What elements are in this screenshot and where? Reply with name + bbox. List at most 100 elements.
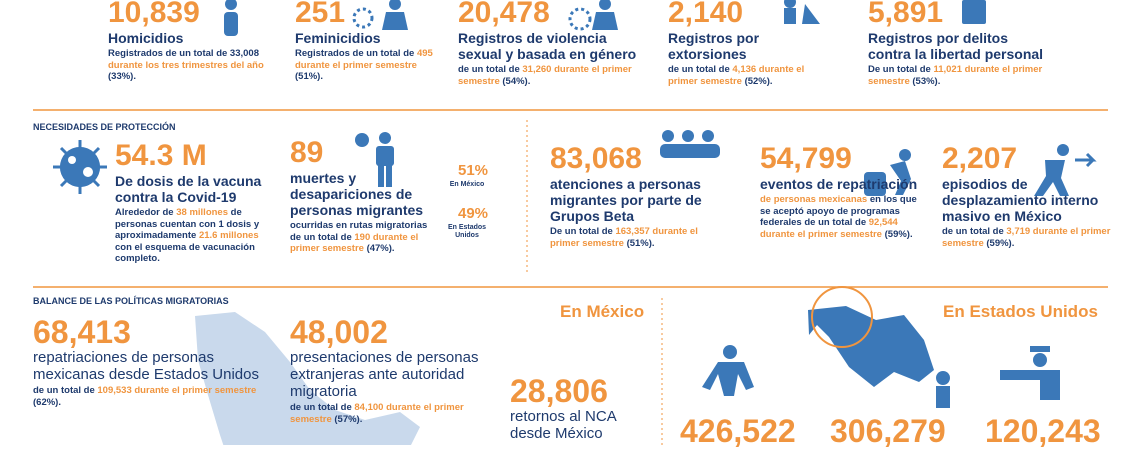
decoration	[936, 386, 950, 408]
text-segment: (59%).	[881, 228, 913, 240]
stat-number: 20,478	[458, 0, 550, 29]
decoration	[702, 130, 714, 142]
decoration	[899, 149, 911, 161]
decoration	[784, 0, 796, 8]
stat: 83,068 atenciones a personas migrantes po…	[550, 143, 720, 249]
stat-text: De un total de 11,021 durante el primer …	[868, 64, 1048, 87]
stat: 54.3 M De dosis de la vacuna contra la Co…	[115, 140, 275, 265]
text-segment: de un total de	[668, 64, 733, 75]
text-segment: 4,136 durante el primer semestre	[668, 64, 805, 87]
decoration	[355, 133, 369, 147]
stat-title: retornos al NCA desde México	[510, 408, 616, 442]
stat-title: Registros por delitos contra la libertad…	[868, 30, 1044, 62]
stat-text: de un total de 3,719 durante el primer s…	[942, 226, 1117, 249]
stat-text: De un total de 163,357 durante el primer…	[550, 226, 720, 249]
text-segment: De un total de	[868, 64, 934, 75]
decoration	[386, 165, 392, 187]
stat-text: de un total de 4,136 durante el primer s…	[668, 64, 818, 87]
text-segment: (54%).	[499, 75, 531, 87]
stat: 10,839 Homicidios Registrados de un total …	[108, 0, 273, 83]
stat-title: eventos de repatriación	[760, 176, 918, 192]
text-segment: 190 durante el primer semestre	[290, 231, 419, 255]
split-label: En México	[449, 181, 485, 188]
text-segment: 495 durante el primer semestre	[295, 48, 433, 71]
decoration	[784, 8, 796, 24]
decoration	[83, 167, 93, 177]
text-segment: (62%).	[33, 396, 61, 408]
text-segment: (33%).	[108, 71, 136, 82]
stat-text: Alrededor de 38 millones de personas cue…	[115, 207, 275, 265]
stat-title: Registros por extorsiones	[668, 30, 760, 62]
decoration	[60, 147, 100, 187]
decoration	[890, 161, 911, 195]
decoration	[68, 156, 76, 164]
stat-title: Feminicidios	[295, 30, 381, 46]
text-segment: (51%).	[295, 71, 323, 82]
decoration	[662, 130, 674, 142]
text-segment: de un total de	[458, 64, 523, 75]
split-label: En Estados Unidos	[447, 224, 487, 239]
decoration	[1030, 346, 1050, 352]
text-segment: durante los tres trimestres del año	[108, 59, 264, 71]
text-segment: en los que se aceptó apoyo de programas …	[760, 194, 917, 228]
text-segment: de un total de	[942, 226, 1007, 237]
region-heading: En México	[560, 302, 645, 321]
stat-text: Registrados de un total de 33,008 durant…	[108, 48, 273, 83]
text-segment: 84,100 durante el primer semestre	[290, 402, 464, 425]
decoration	[1000, 370, 1060, 400]
section-heading: BALANCE DE LAS POLÍTICAS MIGRATORIAS	[33, 296, 229, 306]
stat: 68,413 repatriaciones de personas mexican…	[33, 316, 273, 408]
text-segment: De un total de	[550, 226, 616, 237]
decoration	[592, 12, 618, 30]
decoration	[1057, 144, 1069, 156]
stat: 89 muertes y desapariciones de personas m…	[290, 137, 438, 255]
stat-number: 54,799	[760, 142, 852, 175]
text-segment: 109,533 durante el primer semestre	[97, 385, 257, 396]
stat: 251 Feminicidios Registrados de un total d…	[295, 0, 445, 83]
stat-text: de un total de 31,260 durante el primer …	[458, 64, 653, 87]
stat-number: 89	[290, 136, 324, 169]
text-segment: Registrados de un total de 33,008	[108, 48, 259, 59]
text-segment: (47%).	[363, 243, 395, 254]
text-segment: de personas mexicanas	[760, 194, 868, 205]
text-segment: 163,357 durante el primer semestre	[550, 226, 698, 249]
stat-number: 48,002	[290, 314, 388, 350]
text-segment: (51%).	[623, 237, 655, 249]
decoration	[599, 0, 611, 10]
stat: 5,891 Registros por delitos contra la lib…	[868, 0, 1048, 87]
decoration	[382, 12, 408, 30]
stat-text: de un total de 84,100 durante el primer …	[290, 402, 490, 425]
decoration	[33, 0, 1108, 445]
stat-number: 10,839	[108, 0, 200, 29]
text-segment: con el esquema de vacunación completo.	[115, 241, 255, 265]
stat-title: repatriaciones de personas mexicanas des…	[33, 349, 259, 383]
section-heading: NECESIDADES DE PROTECCIÓN	[33, 122, 176, 132]
decoration	[1033, 353, 1047, 367]
stat: 20,478 Registros de violencia sexual y ba…	[458, 0, 653, 87]
decoration	[802, 4, 820, 24]
stat: 48,002 presentaciones de personas extranj…	[290, 316, 490, 425]
text-segment: ocurridas en rutas migratorias de un tot…	[290, 220, 428, 243]
decoration	[376, 146, 394, 166]
stat: 2,207 episodios de desplazamiento interno…	[942, 143, 1117, 249]
text-segment: (52%).	[741, 75, 773, 87]
stat-text: Registrados de un total de 495 durante e…	[295, 48, 445, 83]
text-segment: de personas cuentan con 1 dosis y aproxi…	[115, 207, 260, 241]
stat-text: de personas mexicanas en los que se acep…	[760, 194, 920, 240]
text-segment: (57%).	[331, 413, 363, 425]
decoration	[224, 12, 238, 36]
decoration	[389, 0, 401, 10]
decoration	[723, 345, 737, 359]
text-segment: 3,719 durante el primer semestre	[942, 226, 1111, 249]
stat-number: 306,279	[830, 413, 946, 449]
split-value: 49%	[458, 205, 489, 222]
stat-number: 28,806	[510, 373, 608, 409]
stat-number: 2,207	[942, 142, 1018, 175]
decoration	[352, 7, 374, 29]
decoration	[378, 165, 384, 187]
stat-title: episodios de desplazamiento interno masi…	[942, 176, 1099, 224]
stat-number: 120,243	[985, 413, 1101, 449]
stat-number: 83,068	[550, 142, 642, 175]
decoration	[962, 0, 986, 24]
